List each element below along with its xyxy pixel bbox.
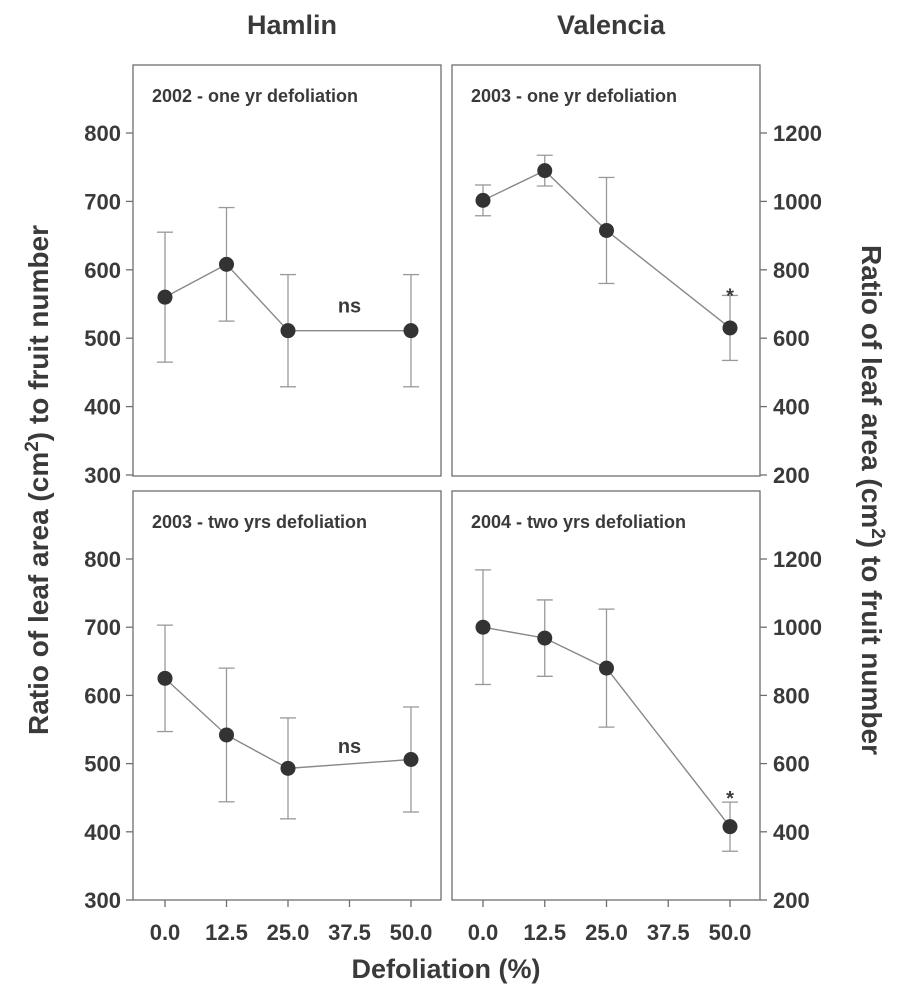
y-tick-label: 400 <box>84 820 121 845</box>
data-point <box>599 222 614 238</box>
series-line <box>482 626 731 828</box>
y-tick-label: 700 <box>84 615 121 640</box>
panel-title: 2004 - two yrs defoliation <box>471 512 686 532</box>
x-tick-label: 25.0 <box>267 920 310 945</box>
x-tick-label: 37.5 <box>647 920 690 945</box>
y-tick-label: 600 <box>773 326 810 351</box>
data-point <box>537 630 553 646</box>
panel-title: 2002 - one yr defoliation <box>152 86 358 106</box>
y-tick-label: 600 <box>84 683 121 708</box>
data-point <box>475 619 491 635</box>
panel-frame <box>451 64 761 477</box>
y-tick-label: 1200 <box>773 547 822 572</box>
data-point <box>157 670 173 686</box>
y-tick-label: 800 <box>773 258 810 283</box>
y-tick-label: 500 <box>84 326 121 351</box>
y-tick-label: 800 <box>84 121 121 146</box>
ns-label: ns <box>338 295 361 317</box>
x-axis-title: Defoliation (%) <box>352 954 541 984</box>
x-tick-label: 12.5 <box>523 920 566 945</box>
y-axis-title-right: Ratio of leaf area (cm2) to fruit number <box>856 245 888 755</box>
data-point <box>157 289 173 305</box>
y-tick-label: 1000 <box>773 615 822 640</box>
data-point <box>403 752 419 768</box>
y-tick-label: 400 <box>773 395 810 420</box>
data-point <box>403 323 419 339</box>
x-tick-label: 50.0 <box>390 920 433 945</box>
data-point <box>475 192 491 208</box>
y-tick-label: 300 <box>84 463 121 488</box>
panel-frame <box>132 64 442 477</box>
panel-3: 2003 - two yrs defoliation 300 400 500 600 70… <box>84 490 442 945</box>
series-line <box>164 677 412 770</box>
data-point <box>537 163 553 179</box>
y-tick-label: 700 <box>84 189 121 214</box>
y-tick-label: 400 <box>773 820 810 845</box>
y-tick-label: 1000 <box>773 189 822 214</box>
y-tick-label: 300 <box>84 888 121 913</box>
y-tick-label: 800 <box>773 683 810 708</box>
y-tick-label: 200 <box>773 463 810 488</box>
data-point <box>722 819 738 835</box>
x-tick-label: 0.0 <box>468 920 499 945</box>
data-point <box>280 323 296 339</box>
data-point <box>599 660 614 676</box>
y-tick-label: 200 <box>773 888 810 913</box>
panel-frame <box>132 490 442 901</box>
significance-marker: * <box>726 286 734 308</box>
data-point <box>280 760 296 776</box>
x-tick-label: 25.0 <box>585 920 628 945</box>
column-header-hamlin: Hamlin <box>247 10 337 40</box>
y-tick-label: 600 <box>84 258 121 283</box>
panels: 2002 - one yr defoliation 300 400 500 600 700… <box>84 64 822 945</box>
y-tick-label: 500 <box>84 752 121 777</box>
significance-marker: * <box>726 788 734 810</box>
data-point <box>722 320 738 336</box>
panel-4: 2004 - two yrs defoliation 200 400 600 800 10… <box>451 490 822 945</box>
data-point <box>219 727 234 743</box>
x-tick-label: 0.0 <box>150 920 181 945</box>
column-header-valencia: Valencia <box>557 10 666 40</box>
y-tick-label: 400 <box>84 395 121 420</box>
y-tick-label: 800 <box>84 547 121 572</box>
series-line <box>164 263 411 332</box>
y-axis-title-left: Ratio of leaf area (cm2) to fruit number <box>22 225 54 735</box>
panel-1: 2002 - one yr defoliation 300 400 500 600 700… <box>84 64 442 488</box>
x-tick-label: 50.0 <box>709 920 752 945</box>
panel-title: 2003 - two yrs defoliation <box>152 512 367 532</box>
data-point <box>219 256 234 272</box>
panel-2: 2003 - one yr defoliation 200 400 600 800 100… <box>451 64 822 488</box>
y-tick-label: 1200 <box>773 121 822 146</box>
series-line <box>482 169 731 329</box>
x-tick-label: 37.5 <box>328 920 371 945</box>
x-tick-label: 12.5 <box>205 920 248 945</box>
panel-title: 2003 - one yr defoliation <box>471 86 677 106</box>
ns-label: ns <box>338 736 361 758</box>
y-tick-label: 600 <box>773 752 810 777</box>
